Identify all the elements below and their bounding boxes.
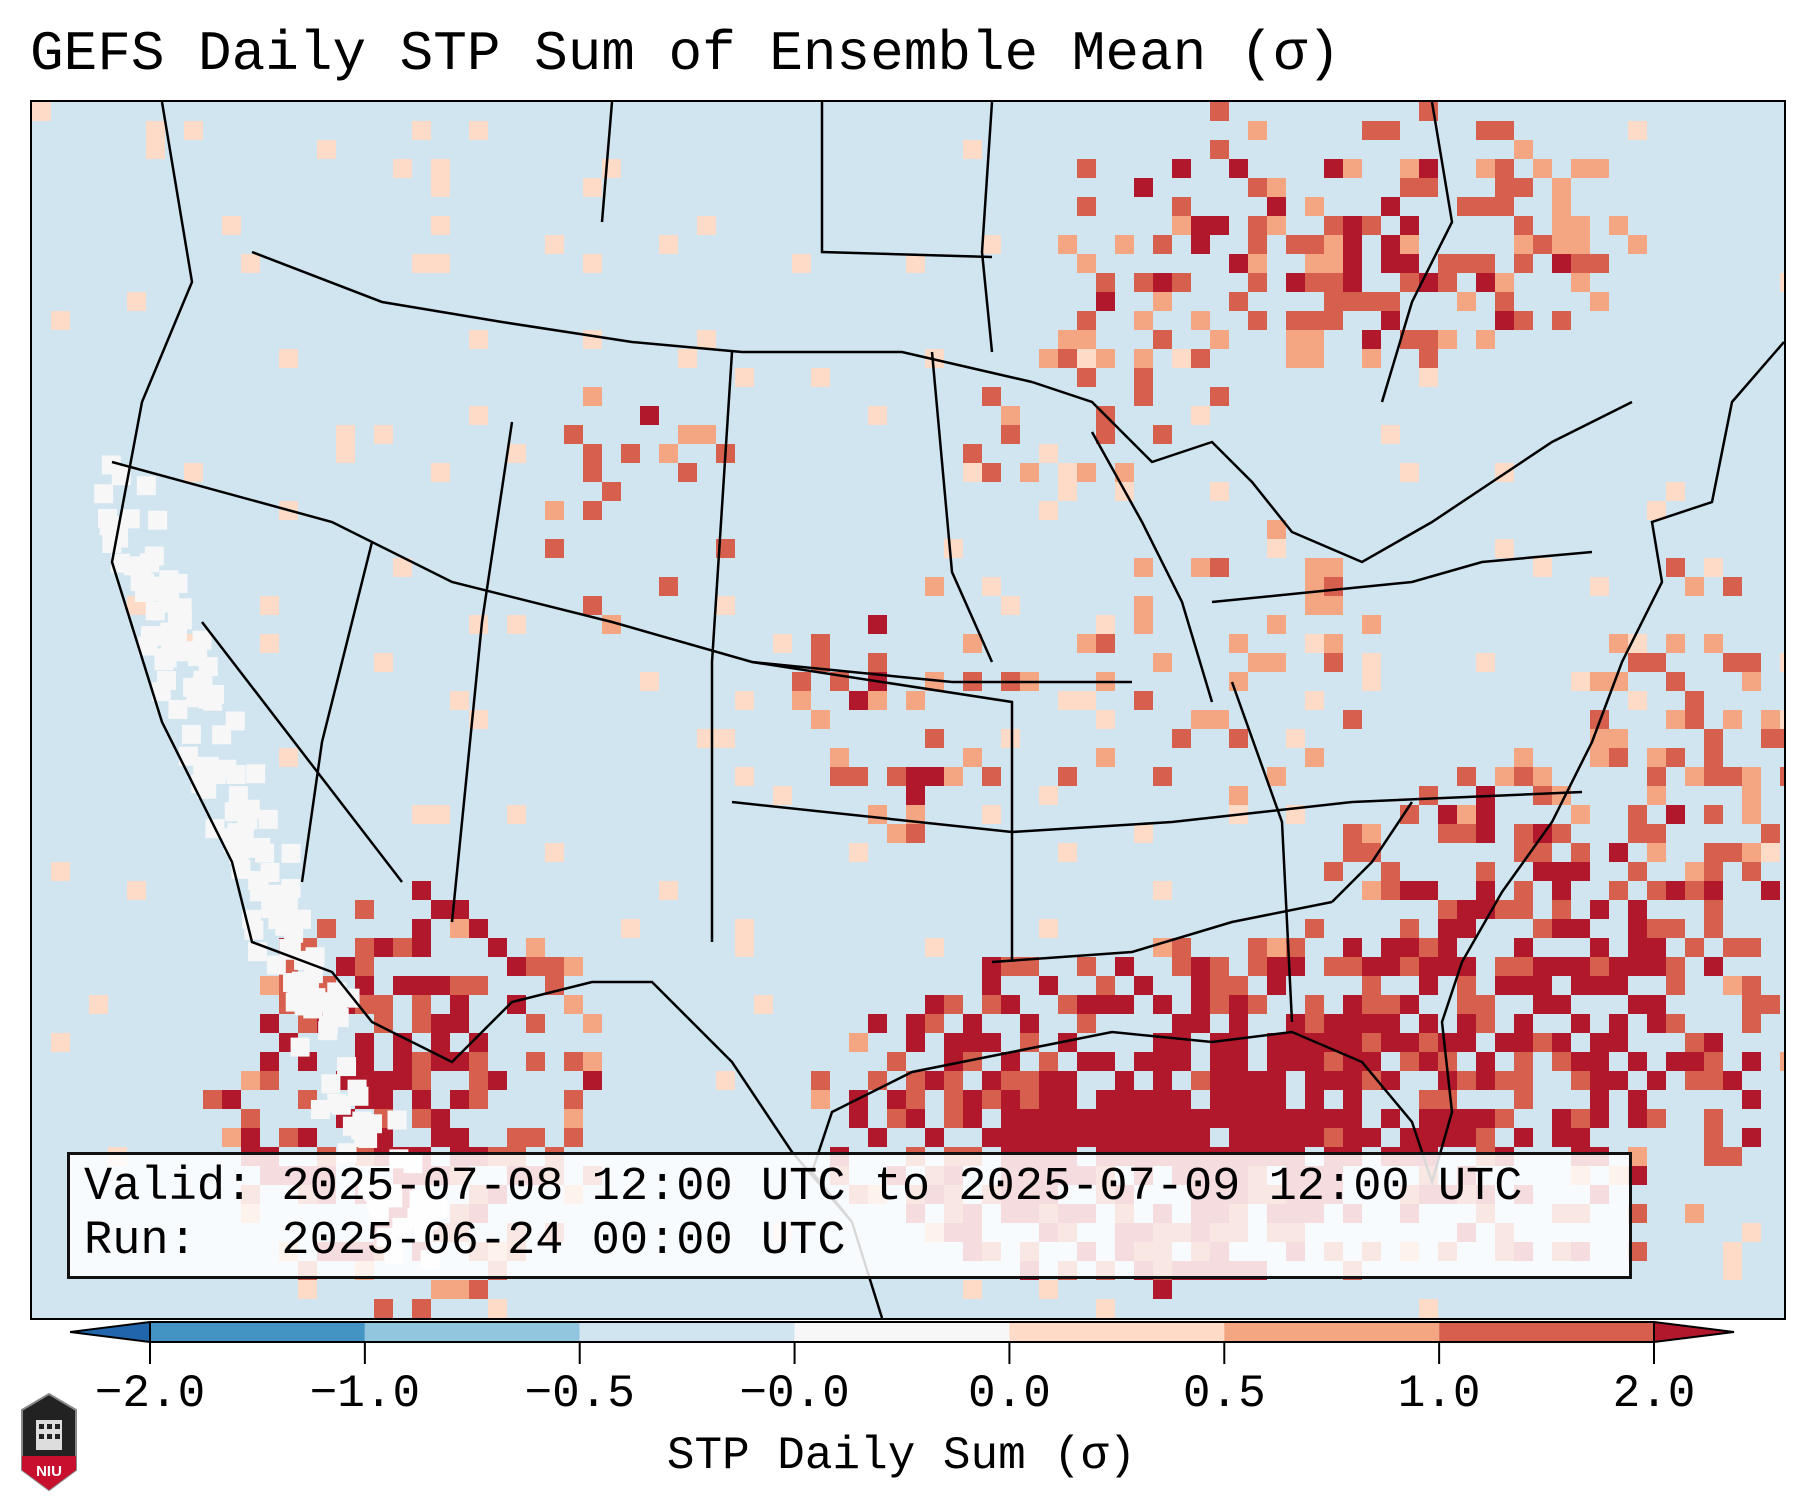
state-borders <box>110 102 1784 1318</box>
colorbar-segment <box>364 1322 580 1342</box>
niu-logo: NIU <box>21 1392 77 1492</box>
colorbar-segment <box>579 1322 795 1342</box>
colorbar-segment <box>1224 1322 1440 1342</box>
colorbar-extend-high <box>1653 1320 1735 1344</box>
colorbar-extend-low <box>70 1320 151 1344</box>
colorbar-tick-label: −1.0 <box>309 1368 421 1420</box>
colorbar-tick-label: −0.5 <box>524 1368 635 1420</box>
neutral-cells <box>94 455 448 1269</box>
stp-grid-cells <box>32 102 1784 1318</box>
valid-time-text: Valid: 2025-07-08 12:00 UTC to 2025-07-0… <box>84 1161 1523 1214</box>
colorbar-segment <box>794 1322 1010 1342</box>
map-panel <box>30 100 1786 1320</box>
colorbar-tick-label: 0.0 <box>968 1368 1051 1420</box>
run-time-text: Run: 2025-06-24 00:00 UTC <box>84 1215 846 1268</box>
colorbar-label: STP Daily Sum (σ) <box>666 1430 1137 1482</box>
colorbar-tick-label: 1.0 <box>1397 1368 1481 1420</box>
stp-field-map <box>32 102 1784 1318</box>
colorbar-segment <box>1009 1322 1225 1342</box>
colorbar-tick-label: −2.0 <box>94 1368 206 1420</box>
colorbar-tick-label: 0.5 <box>1182 1368 1266 1420</box>
colorbar-tick-label: −0.0 <box>739 1368 850 1420</box>
svg-text:NIU: NIU <box>36 1463 62 1480</box>
colorbar <box>70 1320 1735 1364</box>
info-box: Valid: 2025-07-08 12:00 UTC to 2025-07-0… <box>67 1152 1632 1279</box>
colorbar-tick-label: 2.0 <box>1612 1368 1696 1420</box>
colorbar-segment <box>150 1322 365 1342</box>
chart-title: GEFS Daily STP Sum of Ensemble Mean (σ) <box>30 22 1341 86</box>
colorbar-segment <box>1439 1322 1654 1342</box>
